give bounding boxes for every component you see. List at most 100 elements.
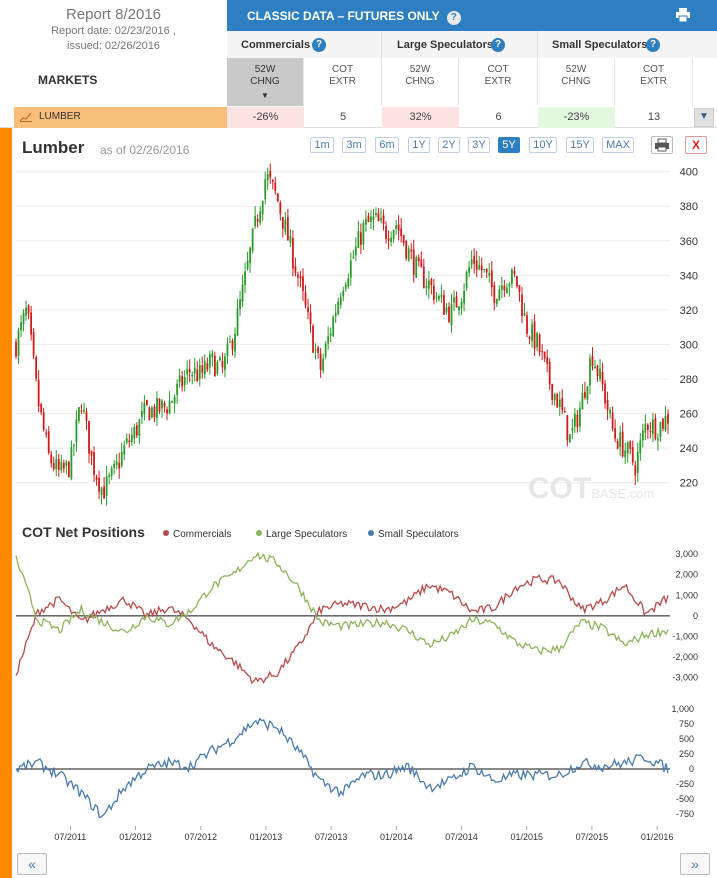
market-row[interactable]: LUMBER -26% 5 32% 6 -23% 13 ▼ — [0, 107, 717, 128]
candle-body — [465, 272, 468, 289]
range-2y[interactable]: 2Y — [438, 137, 460, 153]
candle-body — [636, 452, 639, 474]
candle-body — [662, 418, 664, 429]
candle-body — [45, 432, 48, 435]
candle-body — [533, 321, 536, 349]
help-icon[interactable]: ? — [491, 38, 505, 52]
price-tick-label: 280 — [680, 374, 698, 386]
candle-body — [402, 235, 405, 244]
candle-body — [224, 356, 226, 370]
print-chart-button[interactable] — [651, 136, 673, 154]
candle-body — [153, 406, 156, 418]
candle-body — [523, 312, 526, 316]
range-10y[interactable]: 10Y — [529, 137, 557, 153]
report-title: Report 8/2016 — [65, 6, 162, 23]
candle-body — [299, 276, 302, 279]
candle-body — [22, 312, 25, 325]
candle-body — [354, 246, 357, 256]
x-tick-label: 01/2016 — [641, 832, 674, 842]
range-1y[interactable]: 1Y — [408, 137, 430, 153]
x-tick-label: 01/2015 — [510, 832, 543, 842]
candle-body — [156, 398, 158, 418]
help-icon[interactable]: ? — [446, 11, 461, 25]
candle-body — [470, 259, 473, 265]
price-tick-label: 320 — [680, 305, 698, 317]
candle-body — [55, 459, 58, 470]
candle-body — [581, 393, 584, 410]
candle-body — [513, 270, 516, 274]
candle-body — [70, 447, 73, 479]
x-tick-label: 07/2012 — [184, 832, 217, 842]
candle-body — [276, 193, 279, 202]
candle-body — [186, 369, 189, 375]
sort-commercials-cot-extr[interactable]: COT EXTR — [304, 58, 382, 106]
candle-body — [538, 334, 541, 353]
candle-body — [400, 228, 403, 236]
sort-commercials-52w-chng[interactable]: 52W CHNG ▼ — [227, 58, 304, 106]
candle-body — [289, 235, 292, 243]
sort-large-spec-52w-chng[interactable]: 52W CHNG — [382, 58, 459, 106]
legend-label: Large Speculators — [266, 529, 348, 540]
candle-body — [576, 414, 579, 428]
legend-large-speculators[interactable]: Large Speculators — [256, 529, 347, 540]
small-spec-tick-label: 250 — [679, 749, 694, 759]
small-spec-tick-label: -500 — [676, 794, 694, 804]
candle-body — [395, 225, 398, 230]
range-15y[interactable]: 15Y — [566, 137, 594, 153]
next-market-button[interactable]: » — [680, 853, 710, 875]
small-spec-tick-label: 0 — [689, 764, 694, 774]
range-3m[interactable]: 3m — [342, 137, 366, 153]
candle-body — [455, 296, 458, 308]
legend-commercials[interactable]: Commercials — [163, 529, 231, 540]
candle-body — [543, 351, 546, 359]
candle-body — [357, 231, 360, 248]
close-chart-button[interactable]: X — [685, 136, 707, 154]
range-max[interactable]: MAX — [602, 137, 634, 153]
sort-small-spec-52w-chng[interactable]: 52W CHNG — [538, 58, 615, 106]
candle-body — [589, 358, 591, 386]
candle-body — [427, 280, 430, 289]
group-label-commercials: Commercials — [241, 39, 311, 51]
candle-body — [606, 400, 609, 411]
print-icon[interactable] — [675, 8, 691, 22]
candle-body — [17, 330, 20, 357]
cell-commercials-52w: -26% — [227, 107, 304, 128]
candle-body — [417, 257, 420, 261]
range-6m[interactable]: 6m — [375, 137, 399, 153]
report-date: Report date: 02/23/2016 , — [51, 25, 176, 37]
help-icon[interactable]: ? — [312, 38, 326, 52]
sort-small-spec-cot-extr[interactable]: COT EXTR — [615, 58, 693, 106]
candle-body — [619, 432, 622, 448]
candle-body — [392, 230, 395, 240]
help-icon[interactable]: ? — [646, 38, 660, 52]
candle-body — [35, 356, 38, 379]
candle-body — [528, 337, 531, 339]
pos-tick-label: -1,000 — [672, 632, 698, 642]
candle-body — [420, 259, 423, 268]
candle-body — [80, 410, 83, 412]
range-5y[interactable]: 5Y — [498, 137, 520, 153]
candle-body — [95, 476, 98, 480]
candle-body — [473, 255, 476, 264]
candle-body — [281, 217, 284, 229]
range-1m[interactable]: 1m — [310, 137, 334, 153]
candle-body — [490, 270, 493, 287]
candle-body — [339, 297, 342, 305]
sort-large-spec-cot-extr[interactable]: COT EXTR — [459, 58, 538, 106]
candle-body — [30, 312, 33, 335]
group-header-commercials: Commercials ? — [227, 31, 382, 58]
legend-small-speculators[interactable]: Small Speculators — [368, 529, 459, 540]
series-line-commercials — [15, 574, 669, 685]
previous-market-button[interactable]: « — [17, 853, 47, 875]
market-name-cell[interactable]: LUMBER — [14, 107, 227, 128]
candle-body — [382, 215, 385, 225]
candle-body — [664, 415, 667, 431]
candle-body — [485, 268, 488, 273]
candle-body — [181, 376, 184, 387]
candle-body — [586, 386, 589, 400]
expand-dropdown[interactable]: ▼ — [694, 108, 714, 127]
candle-body — [128, 440, 131, 443]
range-3y[interactable]: 3Y — [468, 137, 490, 153]
candle-body — [183, 377, 186, 385]
candle-body — [125, 438, 128, 443]
